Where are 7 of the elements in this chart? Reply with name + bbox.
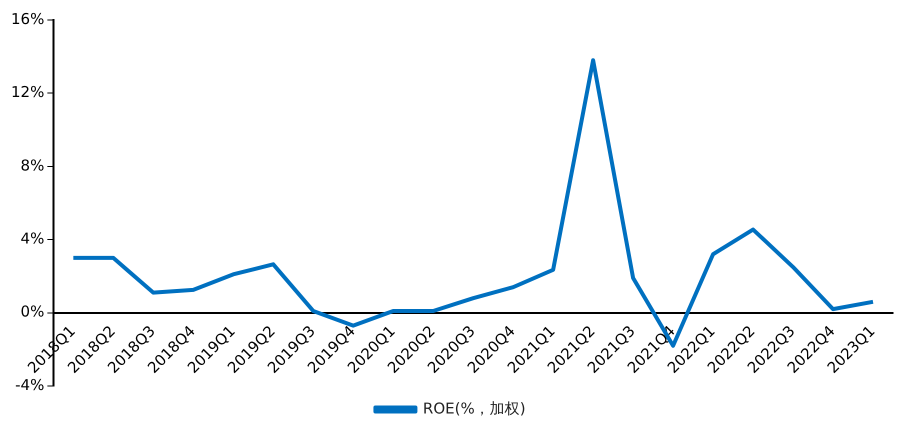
y-tick-label: -4% bbox=[15, 376, 44, 394]
y-tick-label: 4% bbox=[20, 229, 44, 248]
legend-label: ROE(%，加权) bbox=[422, 399, 526, 418]
y-tick-label: 0% bbox=[20, 302, 44, 321]
y-tick-label: 12% bbox=[10, 83, 44, 102]
y-tick-label: 16% bbox=[10, 10, 44, 28]
y-tick-label: 8% bbox=[20, 156, 44, 174]
